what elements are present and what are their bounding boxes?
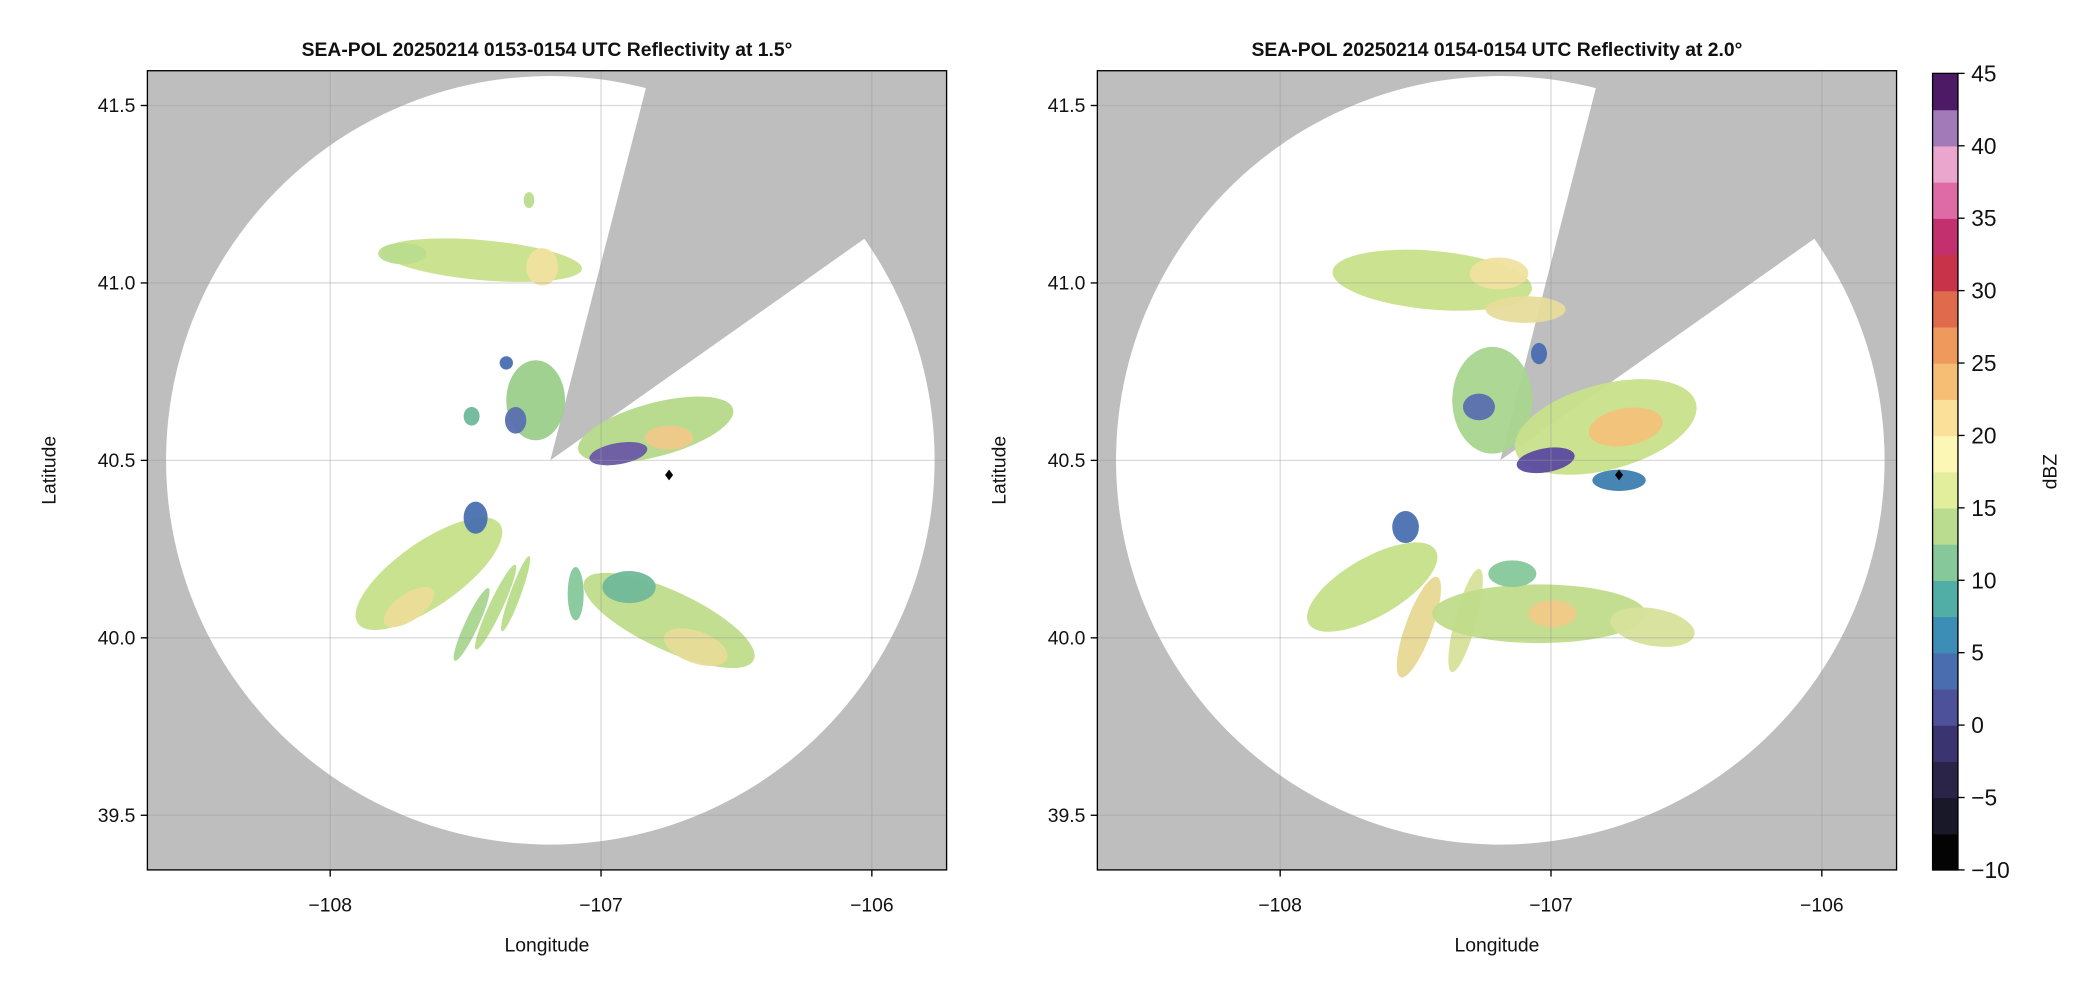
plot-area	[147, 70, 947, 870]
x-tick-label: −108	[1258, 894, 1302, 916]
echo	[567, 567, 584, 621]
colorbar-segment	[1932, 290, 1958, 328]
colorbar-tick-label: 5	[1971, 640, 1984, 666]
echo	[378, 242, 427, 265]
colorbar-tick-label: −5	[1971, 785, 1997, 811]
colorbar-segment	[1932, 507, 1958, 545]
colorbar-segment	[1932, 797, 1958, 835]
colorbar-tick-label: 35	[1971, 205, 1996, 231]
y-axis-label: Latitude	[38, 436, 60, 505]
echo	[523, 192, 535, 209]
colorbar-segment	[1932, 652, 1958, 690]
radar-marker	[665, 469, 674, 481]
echo	[1485, 296, 1566, 323]
y-tick-label: 40.0	[1048, 627, 1086, 649]
echo	[1528, 600, 1577, 628]
y-tick-label: 41.5	[98, 95, 136, 117]
colorbar-segment	[1932, 833, 1958, 871]
colorbar-frame	[1931, 72, 1959, 871]
colorbar-tick-label: 40	[1971, 133, 1996, 159]
x-tick-label: −106	[1800, 894, 1844, 916]
colorbar-segment	[1932, 725, 1958, 762]
echo	[1516, 447, 1575, 474]
colorbar-segment	[1932, 218, 1958, 256]
y-tick-label: 39.5	[1048, 805, 1086, 827]
echo	[526, 248, 559, 286]
colorbar-segment	[1932, 109, 1958, 147]
colorbar-segment	[1932, 435, 1958, 473]
echo	[501, 556, 531, 632]
axes-frame	[146, 70, 948, 871]
echo	[1469, 257, 1529, 290]
echo	[1462, 393, 1495, 421]
y-tick-label: 41.0	[98, 273, 136, 295]
x-tick-label: −107	[1529, 894, 1573, 916]
x-tick-label: −107	[579, 894, 623, 916]
echo	[453, 588, 490, 661]
y-tick-label: 41.5	[1048, 95, 1086, 117]
colorbar-label: dBZ	[2040, 454, 2062, 490]
colorbar-tick-label: 0	[1971, 712, 1984, 738]
colorbar-segment	[1932, 73, 1958, 111]
colorbar-segment	[1932, 471, 1958, 509]
colorbar-segment	[1932, 145, 1958, 183]
x-tick-label: −106	[850, 894, 894, 916]
x-axis-label: Longitude	[1455, 934, 1540, 956]
colorbar-tick-label: 45	[1971, 60, 1996, 86]
echo	[463, 501, 488, 534]
y-tick-label: 40.0	[98, 627, 136, 649]
colorbar-tick-label: 10	[1971, 567, 1996, 593]
chart-title: SEA-POL 20250214 0153-0154 UTC Reflectiv…	[302, 39, 793, 61]
radar-marker	[1615, 469, 1624, 481]
chart-title: SEA-POL 20250214 0154-0154 UTC Reflectiv…	[1252, 39, 1743, 61]
echo	[1306, 542, 1438, 632]
echo	[589, 441, 648, 466]
y-tick-label: 41.0	[1048, 273, 1086, 295]
axes-frame	[1096, 70, 1898, 871]
y-tick-label: 40.5	[1048, 450, 1086, 472]
echo	[1396, 576, 1442, 678]
colorbar-tick-label: 15	[1971, 495, 1996, 521]
y-tick-label: 40.5	[98, 450, 136, 472]
x-axis-label: Longitude	[505, 934, 590, 956]
echo	[602, 571, 656, 604]
colorbar-segment	[1932, 616, 1958, 654]
radar-coverage	[1116, 76, 1885, 845]
colorbar-segment	[1932, 326, 1958, 364]
echo	[645, 425, 694, 450]
echo	[1488, 560, 1537, 588]
x-tick-label: −108	[308, 894, 352, 916]
colorbar-segment	[1932, 688, 1958, 726]
colorbar-segment	[1932, 182, 1958, 219]
colorbar-tick-label: 25	[1971, 350, 1996, 376]
colorbar-segment	[1932, 761, 1958, 799]
echo	[499, 356, 513, 370]
echo	[463, 406, 480, 426]
colorbar-tick-label: −10	[1971, 857, 2009, 883]
plot-area	[1097, 70, 1897, 870]
colorbar-segment	[1932, 580, 1958, 618]
echo	[663, 628, 728, 666]
colorbar-segment	[1932, 399, 1958, 437]
echo	[1392, 511, 1419, 544]
colorbar-segment	[1932, 254, 1958, 292]
echo	[1610, 607, 1695, 647]
echo	[474, 564, 517, 650]
y-axis-label: Latitude	[988, 436, 1010, 505]
echo	[383, 587, 435, 628]
echo	[355, 517, 503, 630]
colorbar-segment	[1932, 363, 1958, 400]
colorbar-tick-label: 30	[1971, 278, 1996, 304]
echo	[504, 406, 527, 434]
colorbar-tick-label: 20	[1971, 422, 1996, 448]
colorbar-segment	[1932, 544, 1958, 581]
y-tick-label: 39.5	[98, 805, 136, 827]
echo	[1530, 342, 1548, 365]
echo	[1588, 407, 1663, 447]
